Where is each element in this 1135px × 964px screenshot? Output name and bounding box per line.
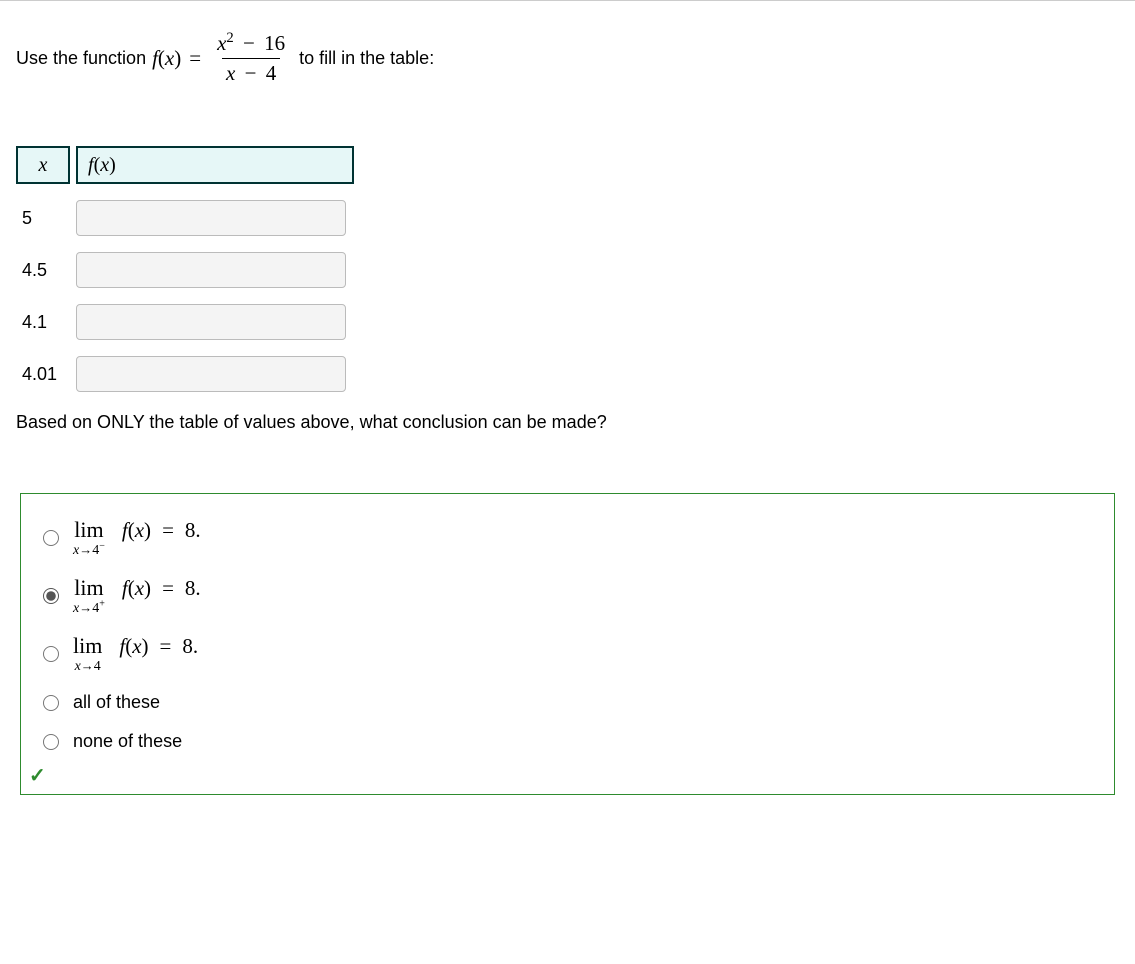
radio-option-1[interactable] [43, 530, 59, 546]
fx-input[interactable] [76, 252, 346, 288]
paren-close: ) [174, 46, 181, 71]
option-3-label: lim x→4 f(x) = 8. [73, 634, 198, 674]
option-5[interactable]: none of these [41, 731, 1094, 752]
fx-input[interactable] [76, 200, 346, 236]
fraction: x2 − 16 x − 4 [213, 31, 289, 86]
table-cell-x: 4.1 [16, 312, 70, 333]
radio-option-3[interactable] [43, 646, 59, 662]
prompt-post: to fill in the table: [299, 48, 434, 69]
table-row: 4.5 [16, 252, 1119, 288]
radio-option-4[interactable] [43, 695, 59, 711]
question-prompt: Use the function f ( x ) = x2 − 16 x − 4… [16, 31, 1119, 86]
table-cell-x: 4.01 [16, 364, 70, 385]
option-5-label: none of these [73, 731, 182, 752]
radio-option-5[interactable] [43, 734, 59, 750]
prompt-pre: Use the function [16, 48, 146, 69]
option-1[interactable]: lim x→4− f(x) = 8. [41, 518, 1094, 558]
fx-input[interactable] [76, 356, 346, 392]
answer-choices-box: lim x→4− f(x) = 8. lim x→4+ f(x) = 8. [20, 493, 1115, 795]
func-arg: x [165, 46, 174, 71]
option-2[interactable]: lim x→4+ f(x) = 8. [41, 576, 1094, 616]
table-row: 5 [16, 200, 1119, 236]
radio-option-2[interactable] [43, 588, 59, 604]
table-cell-x: 5 [16, 208, 70, 229]
option-3[interactable]: lim x→4 f(x) = 8. [41, 634, 1094, 674]
header-x: x [16, 146, 70, 184]
equals: = [189, 46, 201, 71]
option-4[interactable]: all of these [41, 692, 1094, 713]
option-1-label: lim x→4− f(x) = 8. [73, 518, 201, 558]
table-row: 4.01 [16, 356, 1119, 392]
table-cell-x: 4.5 [16, 260, 70, 281]
option-2-label: lim x→4+ f(x) = 8. [73, 576, 201, 616]
followup-question: Based on ONLY the table of values above,… [16, 412, 1119, 433]
table-header-row: x f(x) [16, 146, 1119, 184]
fx-input[interactable] [76, 304, 346, 340]
option-4-label: all of these [73, 692, 160, 713]
checkmark-icon: ✓ [29, 763, 46, 788]
value-table: x f(x) 5 4.5 4.1 4.01 [16, 146, 1119, 392]
paren-open: ( [158, 46, 165, 71]
table-row: 4.1 [16, 304, 1119, 340]
header-fx: f(x) [76, 146, 354, 184]
